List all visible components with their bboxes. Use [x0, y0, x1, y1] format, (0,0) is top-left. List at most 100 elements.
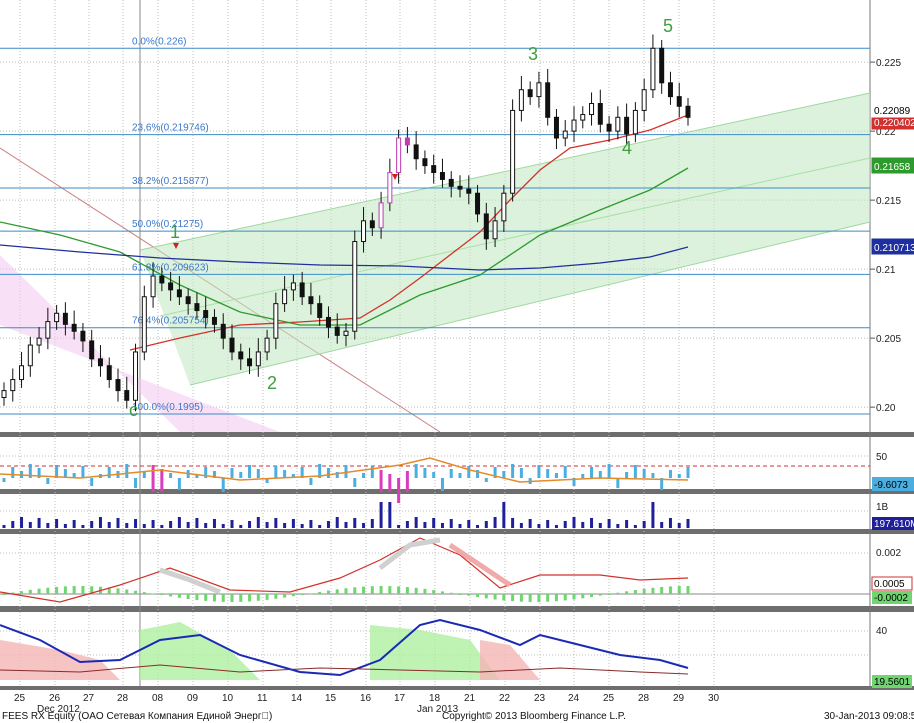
- panel-divider: [0, 432, 914, 437]
- candle-body: [676, 96, 682, 107]
- macd-hist-bar: [528, 594, 532, 602]
- volume-bar: [283, 523, 287, 528]
- last-price-tag: 0.22089: [874, 106, 911, 117]
- macd-hist-bar: [633, 589, 637, 594]
- candle-body: [527, 89, 533, 98]
- dmi-fill-green: [140, 622, 260, 680]
- candle-body: [378, 202, 384, 229]
- candle-body: [659, 47, 665, 84]
- candle-body: [580, 114, 586, 121]
- volume-bar: [212, 519, 216, 528]
- macd-hist-bar: [362, 586, 366, 594]
- volume-bar: [537, 524, 541, 528]
- volume-bar: [107, 522, 111, 528]
- volume-bar: [195, 518, 199, 528]
- rsi-bar: [318, 464, 322, 478]
- x-day-label: 26: [49, 693, 61, 704]
- dmi-fill-green: [370, 625, 500, 680]
- dmi-fill-red: [0, 640, 120, 680]
- x-day-label: 25: [603, 693, 615, 704]
- rsi-bar: [502, 471, 506, 478]
- candle-body: [290, 282, 296, 291]
- candle-body: [141, 296, 147, 353]
- macd-hist-bar: [72, 586, 76, 594]
- dmi-line: [0, 618, 689, 677]
- macd-hist-bar: [90, 586, 94, 594]
- rsi-bar: [397, 478, 401, 503]
- rsi-bar: [28, 464, 32, 478]
- rsi-bar: [291, 474, 295, 478]
- rsi-bar: [335, 472, 339, 478]
- macd-hist-bar: [2, 594, 6, 595]
- volume-bar: [677, 523, 681, 528]
- macd-hist-bar: [20, 591, 24, 594]
- candle-body: [80, 330, 86, 342]
- rsi-bar: [353, 478, 357, 487]
- candle-body: [589, 103, 595, 116]
- channel-mid: [159, 157, 871, 317]
- rsi-bar: [467, 466, 471, 478]
- rsi-bar: [195, 474, 199, 478]
- candle-body: [211, 316, 217, 325]
- rsi-bar: [46, 478, 50, 484]
- rsi-bar: [563, 466, 567, 478]
- candle-body: [501, 192, 507, 222]
- candle-body: [159, 275, 165, 284]
- candle-body: [27, 344, 33, 367]
- fib-label: 23.6%(0.219746): [132, 123, 209, 134]
- macd-hist-bar: [484, 594, 488, 599]
- dmi-tick: 40: [876, 626, 888, 637]
- volume-bar: [160, 525, 164, 528]
- volume-bar: [221, 524, 225, 528]
- volume-bar: [300, 524, 304, 528]
- volume-bar: [309, 520, 313, 528]
- candle-body: [466, 188, 472, 194]
- fib-label: 76.4%(0.205754): [132, 316, 209, 327]
- volume-bar: [476, 525, 480, 528]
- macd-hist-bar: [546, 594, 550, 602]
- macd-hist-bar: [423, 588, 427, 594]
- volume-bar: [432, 518, 436, 528]
- macd-hist-bar: [397, 586, 401, 594]
- x-day-label: 30: [708, 693, 720, 704]
- panel-divider: [0, 606, 914, 612]
- rsi-bar: [248, 465, 252, 478]
- x-day-label: 10: [222, 693, 234, 704]
- candlesticks: [1, 34, 691, 412]
- macd-hist-bar: [581, 594, 585, 599]
- macd-hist-bar: [37, 588, 41, 594]
- rsi-bar: [432, 472, 436, 478]
- macd-hist-bar: [151, 593, 155, 595]
- x-day-label: 24: [568, 693, 580, 704]
- volume-bar: [590, 518, 594, 528]
- candle-body: [545, 82, 551, 118]
- candle-body: [343, 330, 349, 336]
- timestamp-text: 30-Jan-2013 09:08:56: [824, 711, 914, 722]
- dmi-tag: 19.5601: [874, 677, 911, 688]
- rsi-bar: [72, 473, 76, 478]
- macd-hist-bar: [107, 587, 111, 594]
- rsi-bar: [55, 465, 59, 478]
- rsi-bar: [283, 470, 287, 478]
- macd-hist-bar: [686, 586, 690, 594]
- rsi-bar: [625, 472, 629, 478]
- ma-mid: [0, 167, 689, 326]
- volume-bar: [291, 519, 295, 528]
- x-day-label: 17: [394, 693, 406, 704]
- macd-hist-bar: [169, 594, 173, 597]
- rsi-bar: [476, 470, 480, 478]
- volume-bar: [98, 517, 102, 528]
- macd-hist-bar: [11, 592, 15, 594]
- price-axis: 0.225 0.22 0.215 0.21 0.205 0.20: [870, 58, 901, 414]
- rsi-bar: [90, 478, 94, 486]
- rsi-bar: [160, 469, 164, 492]
- volume-bar: [248, 521, 252, 528]
- ma-long-tag: 0.210713: [874, 243, 914, 254]
- volume-bar: [186, 522, 190, 528]
- macd-hist-bar: [116, 588, 120, 594]
- volume-bar: [449, 519, 453, 528]
- volume-bar: [423, 522, 427, 528]
- volume-bar: [326, 521, 330, 528]
- candle-body: [615, 116, 621, 132]
